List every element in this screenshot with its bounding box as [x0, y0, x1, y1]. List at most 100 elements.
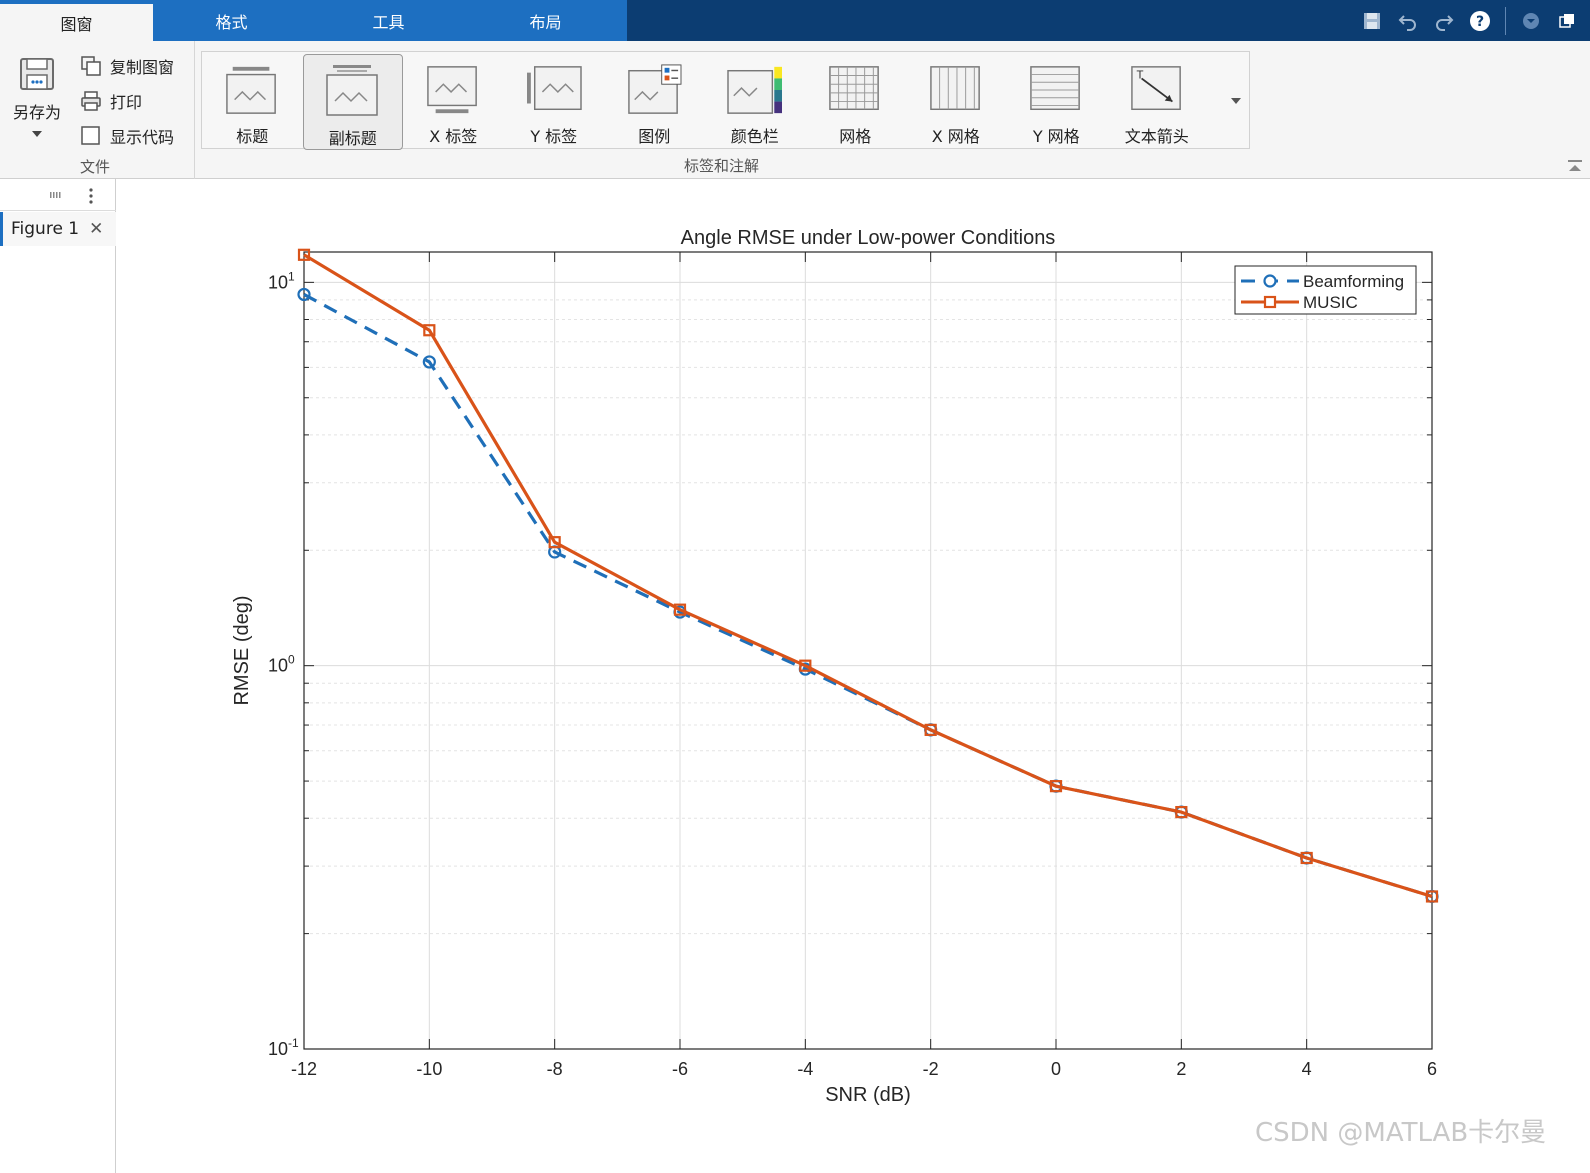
- axes-box: [303, 251, 1433, 1050]
- watermark: CSDN @MATLAB卡尔曼: [1255, 1118, 1547, 1148]
- xlabel-icon: [427, 66, 478, 114]
- chevron-down-icon[interactable]: [1520, 10, 1542, 32]
- data-point-music: [1175, 805, 1188, 819]
- labels-section-title: 标签和注解: [684, 157, 760, 175]
- document-panel: Figure 1 ✕: [0, 179, 116, 1173]
- legend-icon: [628, 64, 682, 114]
- document-tab-label: Figure 1: [11, 219, 80, 239]
- x-tick-label: 2: [1176, 1059, 1186, 1079]
- gallery-item-colorbar[interactable]: 颜色栏: [705, 52, 806, 148]
- figure-canvas: 101 100 10-1 -12 -10 -8 -6 -4 -2 0 2 4 6 Beamforming M…: [117, 180, 1590, 1173]
- svg-text:T: T: [1136, 69, 1144, 81]
- series-line-music: [303, 253, 1433, 898]
- document-tab-figure-1[interactable]: Figure 1 ✕: [0, 212, 116, 246]
- close-icon[interactable]: ✕: [89, 219, 104, 239]
- tab-format[interactable]: 格式: [215, 12, 248, 32]
- data-point-music: [1425, 890, 1439, 903]
- x-tick-label: -6: [672, 1059, 688, 1079]
- ribbon: 另存为 复制图窗 打印 显示代码 文件 标题 副标题 X 标签 Y 标签 图例 颜色栏 网格…: [0, 41, 1590, 179]
- legend-marker: [1263, 295, 1277, 309]
- gallery-item-legend[interactable]: 图例: [604, 52, 705, 148]
- data-point-music: [673, 603, 687, 616]
- gallery-expand-button[interactable]: [1226, 91, 1246, 111]
- gallery-item-grid[interactable]: 网格: [805, 52, 906, 148]
- file-section-title: 文件: [80, 158, 111, 176]
- gallery-item-xgrid[interactable]: X 网格: [906, 52, 1007, 148]
- toolbar-divider: [1505, 6, 1506, 35]
- x-tick-label: 6: [1427, 1059, 1437, 1079]
- x-tick-label: 0: [1051, 1059, 1061, 1079]
- collapse-ribbon-icon[interactable]: [1566, 158, 1584, 174]
- tab-layout[interactable]: 布局: [529, 12, 562, 32]
- save-as-label: 另存为: [12, 103, 61, 122]
- x-tick-label: 4: [1302, 1059, 1312, 1079]
- data-point-music: [297, 248, 311, 261]
- x-tick-label: -12: [291, 1059, 317, 1079]
- grid-icon: [829, 66, 880, 111]
- tab-figure[interactable]: 图窗: [0, 4, 153, 41]
- undock-icon[interactable]: [1556, 10, 1578, 32]
- show-code-label: 显示代码: [110, 128, 175, 147]
- show-code-checkbox[interactable]: 显示代码: [80, 123, 174, 149]
- redo-icon[interactable]: [1433, 10, 1455, 32]
- data-point-music: [924, 723, 937, 736]
- data-point-beamforming: [422, 355, 436, 369]
- gallery-item-subtitle[interactable]: 副标题: [302, 54, 403, 150]
- legend-label: MUSIC: [1303, 293, 1358, 312]
- gallery-item-label: 图例: [638, 127, 671, 146]
- ylabel-icon: [526, 66, 582, 111]
- quick-access-toolbar: ?: [1361, 0, 1590, 41]
- ygrid-icon: [1030, 66, 1081, 111]
- gallery-item-label: 网格: [839, 127, 872, 146]
- y-tick-exponent: 0: [288, 653, 295, 667]
- undo-icon[interactable]: [1397, 10, 1419, 32]
- data-point-music: [548, 536, 561, 549]
- panel-header: [0, 179, 116, 211]
- chevron-down-icon: [32, 131, 42, 137]
- y-tick-exponent: 1: [288, 269, 295, 283]
- help-icon[interactable]: ?: [1469, 10, 1491, 32]
- file-section: 另存为 复制图窗 打印 显示代码 文件: [0, 41, 195, 179]
- subtitle-icon: [326, 65, 378, 116]
- colorbar-icon: [727, 66, 782, 114]
- y-tick-exponent: -1: [288, 1036, 299, 1050]
- gallery-item-title[interactable]: 标题: [202, 52, 303, 148]
- gallery-item-label: 标题: [236, 127, 269, 146]
- x-tick-label: -8: [547, 1059, 563, 1079]
- title-icon: [226, 66, 277, 114]
- copy-figure-button[interactable]: 复制图窗: [80, 53, 174, 79]
- chevron-down-icon: [1231, 98, 1241, 104]
- x-tick-label: -4: [797, 1059, 813, 1079]
- y-tick-label: 100: [268, 653, 295, 676]
- copy-icon: [81, 56, 101, 76]
- printer-icon: [81, 91, 101, 111]
- print-button[interactable]: 打印: [80, 88, 142, 114]
- data-point-music: [1300, 851, 1313, 865]
- top-bar: 图窗 格式 工具 布局 ?: [0, 0, 1590, 41]
- chart-title: Angle RMSE under Low-power Conditions: [681, 227, 1056, 249]
- gallery-item-ylabel[interactable]: Y 标签: [504, 52, 605, 148]
- drag-handle-icon[interactable]: [50, 192, 62, 198]
- x-axis-label: SNR (dB): [825, 1084, 911, 1106]
- xgrid-icon: [929, 66, 980, 111]
- gallery-item-text-arrow[interactable]: T 文本箭头: [1107, 52, 1208, 148]
- data-point-beamforming: [297, 287, 311, 302]
- gallery-item-label: 副标题: [328, 129, 377, 148]
- gallery-item-ygrid[interactable]: Y 网格: [1006, 52, 1107, 148]
- ribbon-tab-strip: 图窗 格式 工具 布局: [0, 0, 627, 41]
- y-axis-label: RMSE (deg): [231, 595, 253, 705]
- data-point-music: [423, 324, 436, 337]
- floppy-disk-icon: [20, 58, 54, 90]
- gallery-item-label: 文本箭头: [1124, 127, 1189, 146]
- data-point-music: [799, 659, 812, 672]
- tab-tools[interactable]: 工具: [372, 12, 405, 32]
- more-options-icon[interactable]: [88, 187, 94, 205]
- text-arrow-icon: T: [1130, 66, 1181, 111]
- svg-text:?: ?: [1476, 14, 1484, 30]
- save-as-button[interactable]: 另存为: [8, 53, 66, 153]
- gallery-item-label: X 标签: [429, 127, 478, 146]
- save-icon[interactable]: [1361, 10, 1383, 32]
- x-tick-label: -10: [416, 1059, 442, 1079]
- gallery-item-xlabel[interactable]: X 标签: [403, 52, 504, 148]
